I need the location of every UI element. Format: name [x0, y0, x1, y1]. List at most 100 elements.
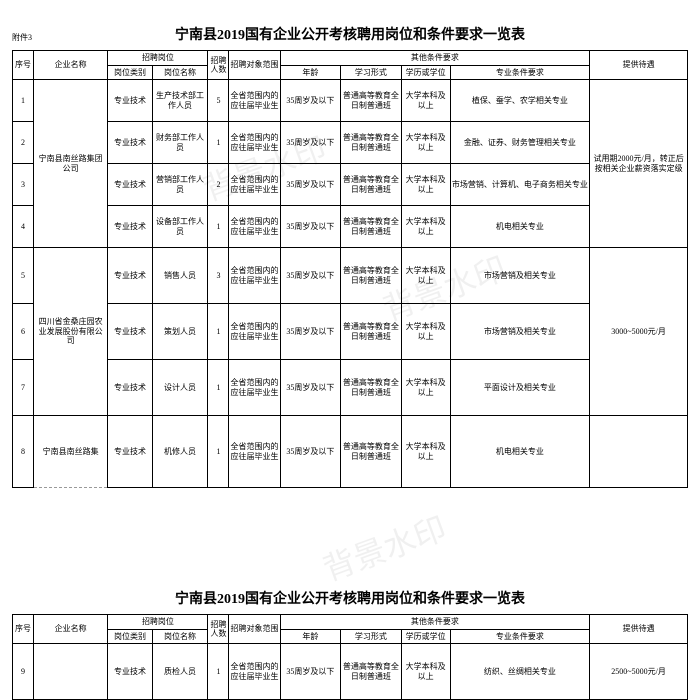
cell-age: 35周岁及以下 [280, 416, 341, 488]
cell-degree: 大学本科及以上 [401, 206, 450, 248]
th-count: 招聘人数 [208, 51, 229, 80]
cell-salary: 2500~5000元/月 [590, 644, 688, 700]
cell-age: 35周岁及以下 [280, 164, 341, 206]
cell-name: 策划人员 [152, 304, 208, 360]
cell-salary: 3000~5000元/月 [590, 248, 688, 416]
cell-scope: 全省范围内的应往届毕业生 [229, 206, 280, 248]
cell-age: 35周岁及以下 [280, 206, 341, 248]
th-cat: 岗位类别 [108, 629, 152, 644]
th-salary: 提供待遇 [590, 615, 688, 644]
attachment-label: 附件3 [12, 32, 32, 43]
cell-major: 市场营销、计算机、电子商务相关专业 [450, 164, 590, 206]
cell-seq: 8 [13, 416, 34, 488]
cell-study: 普通高等教育全日制普通班 [341, 206, 402, 248]
cell-cat: 专业技术 [108, 122, 152, 164]
cell-name: 机修人员 [152, 416, 208, 488]
cell-company: 宁南县南丝路集团公司 [33, 80, 107, 248]
cell-cat: 专业技术 [108, 360, 152, 416]
cell-study: 普通高等教育全日制普通班 [341, 164, 402, 206]
cell-major: 平面设计及相关专业 [450, 360, 590, 416]
th-count: 招聘人数 [208, 615, 229, 644]
cell-degree: 大学本科及以上 [401, 644, 450, 700]
cell-study: 普通高等教育全日制普通班 [341, 80, 402, 122]
cell-scope: 全省范围内的应往届毕业生 [229, 248, 280, 304]
th-post-group: 招聘岗位 [108, 615, 208, 630]
th-scope: 招聘对象范围 [229, 615, 280, 644]
cell-major: 纺织、丝绸相关专业 [450, 644, 590, 700]
cell-cnt: 2 [208, 164, 229, 206]
cell-cnt: 1 [208, 360, 229, 416]
cell-study: 普通高等教育全日制普通班 [341, 122, 402, 164]
th-other-group: 其他条件要求 [280, 51, 590, 66]
cell-degree: 大学本科及以上 [401, 304, 450, 360]
cell-scope: 全省范围内的应往届毕业生 [229, 164, 280, 206]
cell-seq: 9 [13, 644, 34, 700]
table-title-2: 宁南县2019国有企业公开考核聘用岗位和条件要求一览表 [0, 588, 700, 608]
th-salary: 提供待遇 [590, 51, 688, 80]
cell-name: 销售人员 [152, 248, 208, 304]
th-seq: 序号 [13, 615, 34, 644]
th-age: 年龄 [280, 629, 341, 644]
cell-cat: 专业技术 [108, 164, 152, 206]
cell-age: 35周岁及以下 [280, 248, 341, 304]
th-major: 专业条件要求 [450, 65, 590, 80]
cell-degree: 大学本科及以上 [401, 360, 450, 416]
cell-cnt: 1 [208, 206, 229, 248]
cell-seq: 7 [13, 360, 34, 416]
cell-degree: 大学本科及以上 [401, 122, 450, 164]
th-cat: 岗位类别 [108, 65, 152, 80]
th-degree: 学历或学位 [401, 629, 450, 644]
cell-major: 市场营销及相关专业 [450, 304, 590, 360]
cell-name: 营销部工作人员 [152, 164, 208, 206]
th-seq: 序号 [13, 51, 34, 80]
th-study: 学习形式 [341, 65, 402, 80]
th-post-group: 招聘岗位 [108, 51, 208, 66]
table-title-1: 宁南县2019国有企业公开考核聘用岗位和条件要求一览表 [0, 24, 700, 44]
cell-scope: 全省范围内的应往届毕业生 [229, 644, 280, 700]
cell-degree: 大学本科及以上 [401, 248, 450, 304]
cell-age: 35周岁及以下 [280, 644, 341, 700]
cell-study: 普通高等教育全日制普通班 [341, 644, 402, 700]
cell-age: 35周岁及以下 [280, 122, 341, 164]
th-major: 专业条件要求 [450, 629, 590, 644]
cell-cnt: 1 [208, 304, 229, 360]
cell-name: 设备部工作人员 [152, 206, 208, 248]
cell-study: 普通高等教育全日制普通班 [341, 416, 402, 488]
cell-cnt: 3 [208, 248, 229, 304]
cell-cnt: 1 [208, 644, 229, 700]
cell-cat: 专业技术 [108, 248, 152, 304]
cell-cnt: 1 [208, 122, 229, 164]
cell-degree: 大学本科及以上 [401, 416, 450, 488]
cell-cat: 专业技术 [108, 206, 152, 248]
cell-seq: 3 [13, 164, 34, 206]
cell-company: 宁南县南丝路集 [33, 416, 107, 488]
th-scope: 招聘对象范围 [229, 51, 280, 80]
th-age: 年龄 [280, 65, 341, 80]
cell-degree: 大学本科及以上 [401, 80, 450, 122]
main-table-2: 序号 企业名称 招聘岗位 招聘人数 招聘对象范围 其他条件要求 提供待遇 岗位类… [12, 614, 688, 700]
cell-salary [590, 416, 688, 488]
cell-age: 35周岁及以下 [280, 360, 341, 416]
cell-cnt: 1 [208, 416, 229, 488]
th-name: 岗位名称 [152, 65, 208, 80]
cell-name: 财务部工作人员 [152, 122, 208, 164]
watermark: 背景水印 [316, 503, 452, 590]
cell-study: 普通高等教育全日制普通班 [341, 248, 402, 304]
cell-name: 设计人员 [152, 360, 208, 416]
cell-degree: 大学本科及以上 [401, 164, 450, 206]
cell-company: 四川省金桑庄园农业发展股份有限公司 [33, 248, 107, 416]
cell-study: 普通高等教育全日制普通班 [341, 304, 402, 360]
th-other-group: 其他条件要求 [280, 615, 590, 630]
cell-cat: 专业技术 [108, 80, 152, 122]
cell-major: 金融、证券、财务管理相关专业 [450, 122, 590, 164]
cell-major: 植保、蚕学、农学相关专业 [450, 80, 590, 122]
cell-seq: 5 [13, 248, 34, 304]
cell-company [33, 644, 107, 700]
cell-scope: 全省范围内的应往届毕业生 [229, 80, 280, 122]
cell-scope: 全省范围内的应往届毕业生 [229, 360, 280, 416]
main-table-1: 序号 企业名称 招聘岗位 招聘人数 招聘对象范围 其他条件要求 提供待遇 岗位类… [12, 50, 688, 488]
cell-seq: 2 [13, 122, 34, 164]
cell-age: 35周岁及以下 [280, 304, 341, 360]
cell-age: 35周岁及以下 [280, 80, 341, 122]
cell-salary: 试用期2000元/月，转正后按相关企业薪资落实定级 [590, 80, 688, 248]
